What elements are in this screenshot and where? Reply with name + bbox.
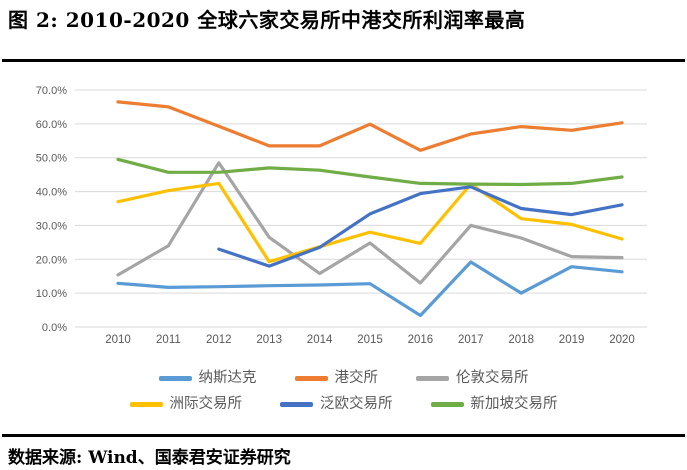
figure-header: 图 2: 2010-2020 全球六家交易所中港交所利润率最高	[0, 0, 687, 59]
x-tick-label: 2012	[206, 334, 232, 346]
legend-line-swatch	[280, 402, 313, 407]
x-tick-label: 2019	[559, 334, 585, 346]
legend-label: 港交所	[334, 370, 379, 386]
legend-item: 伦敦交易所	[416, 370, 529, 387]
series-line	[116, 157, 624, 187]
x-tick-label: 2010	[105, 334, 131, 346]
x-tick-label: 2013	[256, 334, 282, 346]
y-tick-label: 60.0%	[36, 119, 67, 131]
legend-item: 港交所	[294, 370, 379, 387]
legend-label: 洲际交易所	[169, 396, 243, 412]
legend-label: 纳斯达克	[198, 370, 257, 386]
legend-label: 新加坡交易所	[470, 396, 558, 412]
y-tick-label: 0.0%	[42, 322, 67, 334]
y-tick-label: 20.0%	[36, 254, 67, 266]
top-divider	[2, 59, 685, 62]
x-tick-label: 2014	[307, 334, 333, 346]
x-tick-label: 2018	[508, 334, 534, 346]
legend-item: 新加坡交易所	[430, 396, 558, 413]
chart-legend: 纳斯达克 港交所 伦敦交易所洲际交易所 泛欧交易所 新加坡交易所	[0, 370, 687, 413]
legend-row: 洲际交易所 泛欧交易所 新加坡交易所	[0, 396, 687, 413]
y-tick-label: 50.0%	[36, 153, 67, 165]
series-line	[116, 161, 624, 285]
x-tick-label: 2017	[458, 334, 484, 346]
legend-label: 伦敦交易所	[456, 370, 529, 386]
legend-line-swatch	[129, 402, 163, 407]
chart-area: 70.0% 60.0% 50.0% 40.0% 30.0% 20.0% 10.0% 0.0% 2…	[0, 62, 687, 434]
x-tick-label: 2015	[357, 334, 383, 346]
legend-label: 泛欧交易所	[320, 396, 393, 412]
legend-line-swatch	[430, 402, 464, 407]
series-line	[116, 181, 624, 264]
figure-title: 图 2: 2010-2020 全球六家交易所中港交所利润率最高	[8, 8, 526, 32]
x-tick-label: 2016	[408, 334, 434, 346]
legend-line-swatch	[158, 376, 192, 381]
series-line	[116, 100, 624, 152]
y-tick-label: 30.0%	[36, 220, 67, 232]
series-line	[217, 185, 624, 268]
y-tick-label: 40.0%	[36, 187, 67, 199]
legend-item: 洲际交易所	[129, 396, 243, 413]
figure-footer: 数据来源: Wind、国泰君安证券研究	[0, 437, 687, 468]
data-source: 数据来源: Wind、国泰君安证券研究	[8, 448, 291, 468]
legend-line-swatch	[294, 376, 328, 381]
profit-margin-line-chart: 70.0% 60.0% 50.0% 40.0% 30.0% 20.0% 10.0% 0.0% 2…	[36, 85, 647, 346]
legend-item: 泛欧交易所	[280, 396, 393, 413]
x-tick-label: 2011	[156, 334, 181, 346]
legend-line-swatch	[416, 376, 449, 381]
series-line	[116, 260, 624, 318]
y-tick-label: 10.0%	[36, 288, 67, 300]
legend-item: 纳斯达克	[158, 370, 257, 387]
x-tick-label: 2020	[609, 334, 635, 346]
bottom-divider	[2, 434, 685, 437]
y-tick-label: 70.0%	[36, 85, 67, 97]
legend-row: 纳斯达克 港交所 伦敦交易所	[0, 370, 687, 387]
